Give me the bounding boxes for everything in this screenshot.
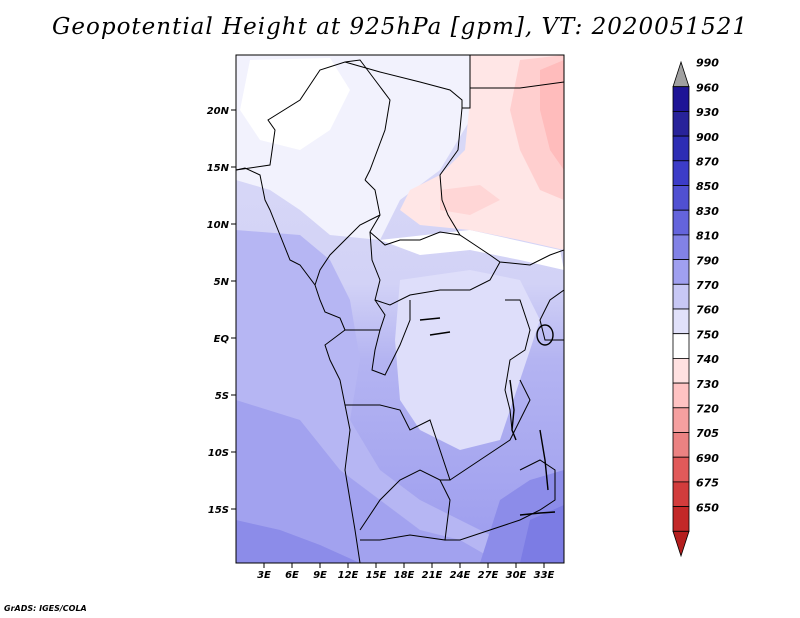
border-zambia (449, 379, 531, 481)
colorbar-label: 960 (696, 81, 719, 94)
colorbar-label: 730 (696, 378, 719, 391)
colorbar-cell (672, 506, 690, 532)
colorbar-label: 690 (696, 452, 719, 465)
lon-label: 3E (257, 570, 271, 581)
congo-river-marks (419, 317, 451, 336)
colorbar-cell (672, 259, 690, 285)
lat-label: 10N (207, 220, 230, 231)
colorbar-label: 990 (696, 57, 719, 70)
border-egypt-sudan (470, 81, 564, 89)
field-850-band-east (520, 505, 564, 563)
border-angola-south (360, 479, 451, 541)
field-770-congo (395, 270, 540, 450)
lat-label: 20N (207, 106, 230, 117)
colorbar-cell (672, 432, 690, 458)
lon-label: 27E (478, 570, 499, 581)
lon-label: 9E (313, 570, 327, 581)
colorbar-label: 705 (696, 427, 719, 440)
colorbar-cell (672, 407, 690, 433)
colorbar-arrow-top (672, 60, 690, 88)
lon-label: 33E (534, 570, 555, 581)
colorbar-label: 850 (696, 180, 719, 193)
colorbar-cell (672, 135, 690, 162)
colorbar-cell (672, 86, 690, 112)
colorbar-label: 770 (696, 279, 719, 292)
lon-label: 30E (506, 570, 527, 581)
border-rift (504, 299, 531, 431)
colorbar-label: 900 (696, 131, 719, 144)
lon-label: 21E (422, 570, 443, 581)
colorbar-cell (672, 111, 690, 137)
border-nigeria-cameroon (314, 214, 381, 286)
colorbar-cell (672, 481, 690, 507)
lon-label: 24E (450, 570, 471, 581)
colorbar-cell (672, 357, 690, 384)
lake-malawi (539, 429, 549, 491)
colorbar-cell (672, 209, 690, 236)
grads-credit: GrADS: IGES/COLA (4, 604, 87, 613)
field-730-ne (540, 60, 564, 170)
colorbar: 990 960 930 900 870 850 830 810 790 770 760 750 740 7… (672, 57, 719, 558)
field-740-blob (440, 185, 500, 215)
colorbar-arrow-bottom (672, 530, 690, 558)
lat-label: 5S (215, 391, 229, 402)
lon-axis: 3E 6E 9E 12E 15E 18E 21E 24E 27E 30E 33E (257, 563, 555, 581)
lakes (419, 317, 556, 516)
colorbar-label: 830 (696, 205, 719, 218)
colorbar-label: 740 (696, 353, 719, 366)
boundaries (236, 55, 564, 563)
colorbar-label: 720 (696, 403, 719, 416)
colorbar-cell (672, 185, 690, 211)
colorbar-label: 650 (696, 501, 719, 514)
border-congo (371, 300, 411, 376)
lat-label: 5N (214, 277, 230, 288)
map-title: Geopotential Height at 925hPa [gpm], VT:… (52, 14, 748, 40)
colorbar-cell (672, 382, 690, 409)
colorbar-label: 790 (696, 254, 719, 267)
lake-kariba (519, 511, 556, 516)
lat-label: EQ (214, 334, 230, 345)
coastline-west (236, 167, 361, 563)
colorbar-label: 750 (696, 328, 719, 341)
field-white-band (380, 230, 564, 270)
colorbar-label: 930 (696, 106, 719, 119)
lon-label: 6E (285, 570, 299, 581)
colorbar-cell (672, 234, 690, 260)
map-panel (236, 55, 564, 563)
colorbar-label: 870 (696, 156, 719, 169)
border-chad-south (364, 179, 461, 246)
colorbar-cell (672, 333, 690, 359)
lon-label: 12E (338, 570, 359, 581)
field-830-band (236, 520, 360, 563)
border-chad-sudan (439, 107, 564, 266)
border-gabon-north (345, 299, 386, 331)
colorbar-cell (672, 308, 690, 335)
lat-label: 15N (207, 163, 230, 174)
lat-label: 15S (208, 505, 229, 516)
colorbar-cell (672, 160, 690, 186)
map-frame (235, 54, 565, 564)
lon-label: 18E (394, 570, 415, 581)
lat-label: 10S (208, 448, 229, 459)
border-angola (345, 404, 451, 531)
lake-victoria (536, 324, 554, 346)
lake-tanganyika (509, 379, 517, 441)
colorbar-label: 675 (696, 477, 719, 490)
lon-label: 15E (366, 570, 387, 581)
lat-axis: 20N 15N 10N 5N EQ 5S 10S 15S (207, 106, 236, 516)
colorbar-label: 810 (696, 230, 719, 243)
border-car-south (369, 231, 501, 306)
colorbar-cell (672, 283, 690, 310)
colorbar-cell (672, 456, 690, 483)
field-810-band (236, 400, 500, 563)
colorbar-label: 760 (696, 304, 719, 317)
border-libya-chad (344, 55, 471, 109)
field-white-nw (240, 58, 350, 150)
